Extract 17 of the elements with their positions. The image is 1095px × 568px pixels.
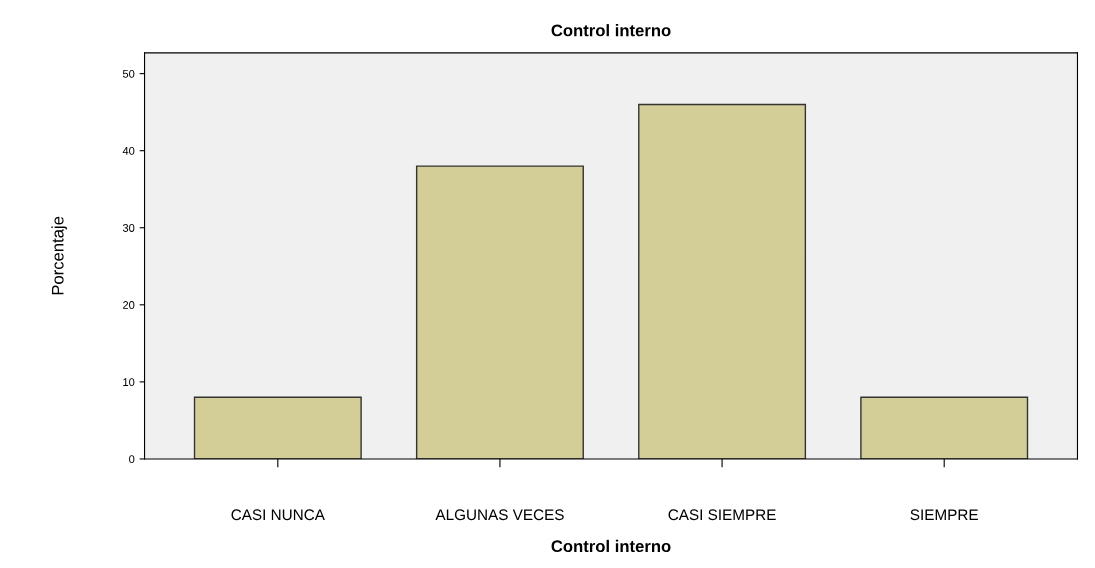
y-tick-label: 40 [122,146,135,155]
bar [638,103,807,459]
bar [193,396,362,459]
x-tick-label: ALGUNAS VECES [435,509,564,521]
y-tick-label: 0 [129,455,135,464]
y-tick-label: 30 [122,224,135,232]
y-tick-label: 50 [122,69,135,78]
x-tick-label: CASI NUNCA [231,509,325,521]
chart-title: Control interno [551,24,671,37]
y-tick-label: 20 [123,301,135,309]
y-tick-label: 10 [123,378,135,387]
y-axis-title: Porcentaje [51,216,67,295]
bar [860,396,1029,459]
bar [415,165,584,459]
x-tick-label: SIEMPRE [910,509,978,521]
x-axis-title: Control interno [551,539,671,553]
x-tick-label: CASI SIEMPRE [668,509,776,521]
